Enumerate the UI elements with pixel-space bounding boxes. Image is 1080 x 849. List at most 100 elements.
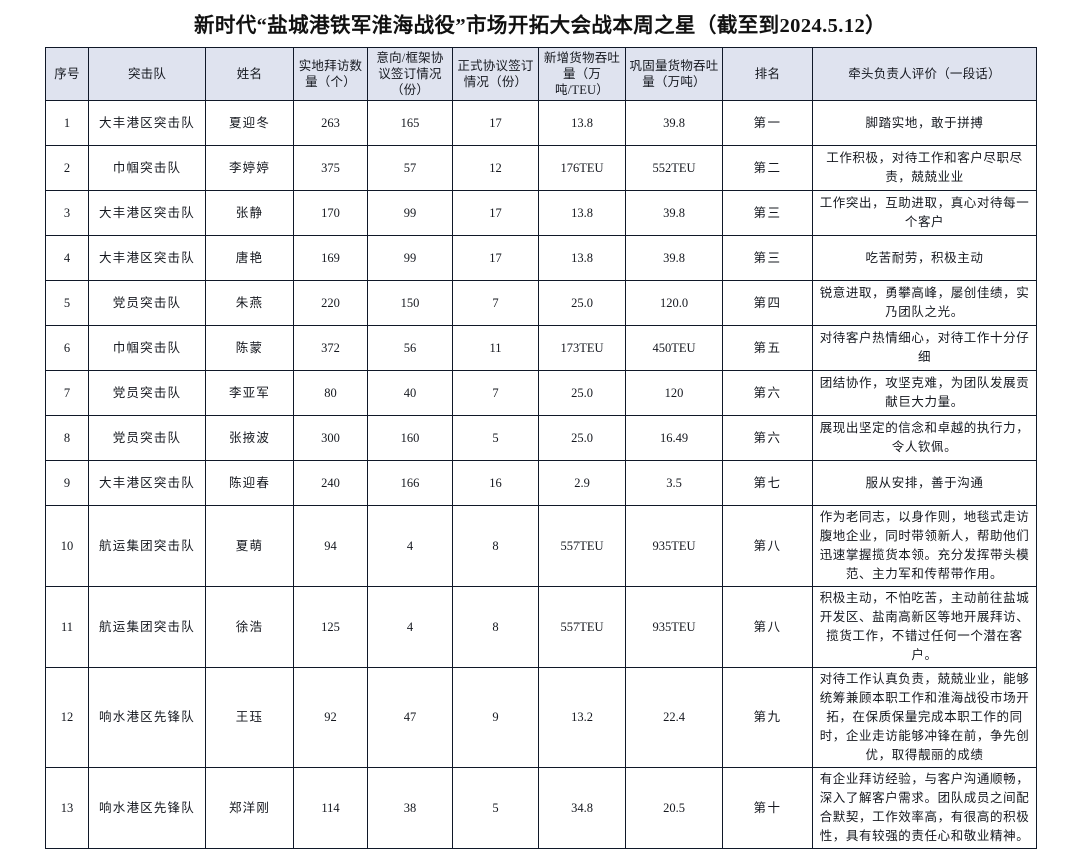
cell-consol: 3.5 (625, 460, 723, 506)
cell-rank: 第三 (722, 235, 813, 281)
cell-index: 6 (45, 325, 89, 371)
table-row: 13 响水港区先锋队 郑洋刚 114 38 5 34.8 20.5 第十 有企业… (45, 767, 1037, 849)
column-header-team: 突击队 (88, 47, 206, 101)
cell-consol: 935TEU (625, 505, 723, 587)
cell-team: 大丰港区突击队 (88, 190, 206, 236)
cell-rank: 第十 (722, 767, 813, 849)
cell-eval: 脚踏实地，敢于拼搏 (812, 100, 1037, 146)
cell-newcargo: 2.9 (538, 460, 626, 506)
cell-index: 7 (45, 370, 89, 416)
cell-consol: 39.8 (625, 190, 723, 236)
cell-name: 夏迎冬 (205, 100, 294, 146)
cell-rank: 第七 (722, 460, 813, 506)
cell-consol: 120.0 (625, 280, 723, 326)
cell-newcargo: 13.8 (538, 235, 626, 281)
cell-consol: 935TEU (625, 586, 723, 668)
document-page: 新时代“盐城港铁军淮海战役”市场开拓大会战本周之星（截至到2024.5.12） … (45, 15, 1037, 849)
table-body: 1 大丰港区突击队 夏迎冬 263 165 17 13.8 39.8 第一 脚踏… (45, 100, 1037, 849)
cell-name: 李婷婷 (205, 145, 294, 191)
cell-team: 党员突击队 (88, 415, 206, 461)
star-performers-table: 序号 突击队 姓名 实地拜访数量（个） 意向/框架协议签订情况（份） 正式协议签… (45, 47, 1037, 849)
cell-visits: 169 (293, 235, 368, 281)
table-row: 10 航运集团突击队 夏萌 94 4 8 557TEU 935TEU 第八 作为… (45, 505, 1037, 587)
cell-consol: 16.49 (625, 415, 723, 461)
cell-rank: 第六 (722, 370, 813, 416)
cell-index: 3 (45, 190, 89, 236)
cell-eval: 服从安排，善于沟通 (812, 460, 1037, 506)
column-header-rank: 排名 (722, 47, 813, 101)
cell-name: 朱燕 (205, 280, 294, 326)
cell-intent: 99 (367, 190, 453, 236)
column-header-newcargo: 新增货物吞吐量（万吨/TEU） (538, 47, 626, 101)
cell-visits: 220 (293, 280, 368, 326)
cell-team: 党员突击队 (88, 370, 206, 416)
cell-team: 响水港区先锋队 (88, 667, 206, 768)
cell-index: 5 (45, 280, 89, 326)
cell-rank: 第一 (722, 100, 813, 146)
cell-consol: 22.4 (625, 667, 723, 768)
column-header-name: 姓名 (205, 47, 294, 101)
cell-index: 11 (45, 586, 89, 668)
cell-index: 2 (45, 145, 89, 191)
cell-eval: 积极主动，不怕吃苦，主动前往盐城开发区、盐南高新区等地开展拜访、揽货工作，不错过… (812, 586, 1037, 668)
cell-team: 航运集团突击队 (88, 505, 206, 587)
cell-eval: 作为老同志，以身作则，地毯式走访腹地企业，同时带领新人，帮助他们迅速掌握揽货本领… (812, 505, 1037, 587)
cell-intent: 4 (367, 586, 453, 668)
cell-name: 郑洋刚 (205, 767, 294, 849)
cell-team: 响水港区先锋队 (88, 767, 206, 849)
cell-rank: 第八 (722, 586, 813, 668)
cell-eval: 团结协作，攻坚克难，为团队发展贡献巨大力量。 (812, 370, 1037, 416)
cell-visits: 263 (293, 100, 368, 146)
column-header-eval: 牵头负责人评价（一段话） (812, 47, 1037, 101)
cell-name: 王珏 (205, 667, 294, 768)
table-header: 序号 突击队 姓名 实地拜访数量（个） 意向/框架协议签订情况（份） 正式协议签… (45, 47, 1037, 101)
cell-visits: 80 (293, 370, 368, 416)
cell-intent: 150 (367, 280, 453, 326)
table-row: 9 大丰港区突击队 陈迎春 240 166 16 2.9 3.5 第七 服从安排… (45, 460, 1037, 506)
cell-intent: 160 (367, 415, 453, 461)
cell-intent: 57 (367, 145, 453, 191)
cell-consol: 39.8 (625, 235, 723, 281)
cell-name: 张掖波 (205, 415, 294, 461)
cell-team: 大丰港区突击队 (88, 235, 206, 281)
cell-formal: 11 (452, 325, 539, 371)
cell-index: 12 (45, 667, 89, 768)
cell-eval: 展现出坚定的信念和卓越的执行力，令人钦佩。 (812, 415, 1037, 461)
cell-index: 1 (45, 100, 89, 146)
cell-visits: 375 (293, 145, 368, 191)
cell-name: 陈迎春 (205, 460, 294, 506)
cell-team: 巾帼突击队 (88, 145, 206, 191)
table-row: 3 大丰港区突击队 张静 170 99 17 13.8 39.8 第三 工作突出… (45, 190, 1037, 236)
cell-visits: 372 (293, 325, 368, 371)
cell-visits: 94 (293, 505, 368, 587)
cell-team: 航运集团突击队 (88, 586, 206, 668)
cell-formal: 9 (452, 667, 539, 768)
cell-rank: 第六 (722, 415, 813, 461)
cell-intent: 47 (367, 667, 453, 768)
cell-intent: 99 (367, 235, 453, 281)
table-row: 2 巾帼突击队 李婷婷 375 57 12 176TEU 552TEU 第二 工… (45, 145, 1037, 191)
cell-eval: 对待客户热情细心，对待工作十分仔细 (812, 325, 1037, 371)
cell-index: 9 (45, 460, 89, 506)
cell-newcargo: 557TEU (538, 586, 626, 668)
page-title: 新时代“盐城港铁军淮海战役”市场开拓大会战本周之星（截至到2024.5.12） (193, 15, 887, 37)
column-header-visits: 实地拜访数量（个） (293, 47, 368, 101)
cell-team: 党员突击队 (88, 280, 206, 326)
cell-team: 巾帼突击队 (88, 325, 206, 371)
cell-visits: 92 (293, 667, 368, 768)
cell-newcargo: 176TEU (538, 145, 626, 191)
cell-newcargo: 25.0 (538, 280, 626, 326)
cell-intent: 166 (367, 460, 453, 506)
cell-visits: 300 (293, 415, 368, 461)
cell-name: 陈蒙 (205, 325, 294, 371)
column-header-index: 序号 (45, 47, 89, 101)
cell-newcargo: 34.8 (538, 767, 626, 849)
cell-formal: 7 (452, 370, 539, 416)
cell-name: 夏萌 (205, 505, 294, 587)
cell-index: 13 (45, 767, 89, 849)
table-row: 6 巾帼突击队 陈蒙 372 56 11 173TEU 450TEU 第五 对待… (45, 325, 1037, 371)
cell-newcargo: 173TEU (538, 325, 626, 371)
table-header-row: 序号 突击队 姓名 实地拜访数量（个） 意向/框架协议签订情况（份） 正式协议签… (45, 47, 1037, 101)
cell-team: 大丰港区突击队 (88, 460, 206, 506)
cell-rank: 第三 (722, 190, 813, 236)
